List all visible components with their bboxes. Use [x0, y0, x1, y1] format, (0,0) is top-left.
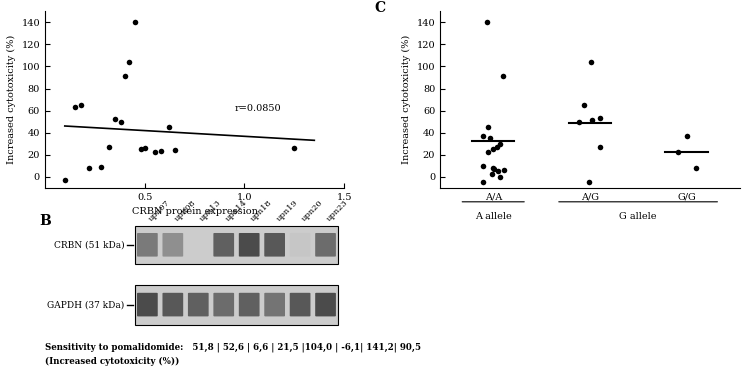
Text: GAPDH (37 kDa): GAPDH (37 kDa): [47, 300, 124, 309]
Point: [134, 146, 146, 152]
Point: [573, 119, 585, 125]
FancyBboxPatch shape: [315, 233, 336, 256]
FancyBboxPatch shape: [264, 233, 285, 256]
Point: [480, 19, 492, 25]
Point: [486, 171, 498, 177]
Text: upn20: upn20: [300, 199, 325, 223]
Text: (Increased cytotoxicity (%)): (Increased cytotoxicity (%)): [45, 356, 179, 366]
Point: [672, 149, 684, 155]
Point: [681, 133, 693, 139]
Text: C: C: [374, 1, 385, 15]
FancyBboxPatch shape: [290, 293, 311, 317]
Point: [492, 168, 504, 174]
Point: [487, 165, 499, 171]
Point: [477, 163, 489, 169]
Point: [163, 124, 175, 130]
Text: CRBN (51 kDa): CRBN (51 kDa): [54, 240, 124, 249]
Point: [494, 174, 506, 180]
Text: upn13: upn13: [198, 199, 223, 223]
Point: [69, 104, 81, 110]
Point: [288, 145, 300, 151]
Text: B: B: [39, 214, 51, 228]
Point: [59, 177, 71, 183]
Text: upn07: upn07: [147, 199, 172, 223]
Point: [477, 179, 489, 185]
Text: A allele: A allele: [475, 212, 512, 222]
Point: [109, 116, 121, 122]
Point: [690, 165, 702, 171]
Text: upn18: upn18: [249, 199, 274, 223]
Point: [103, 144, 115, 150]
FancyBboxPatch shape: [162, 233, 183, 256]
Point: [583, 179, 595, 185]
FancyBboxPatch shape: [137, 293, 158, 317]
Y-axis label: Increased cytotoxicity (%): Increased cytotoxicity (%): [7, 35, 16, 164]
Point: [497, 73, 509, 79]
FancyBboxPatch shape: [214, 293, 234, 317]
Y-axis label: Increased cytotoxicity (%): Increased cytotoxicity (%): [402, 35, 411, 164]
Text: r=0.0850: r=0.0850: [235, 104, 281, 112]
Point: [487, 146, 499, 152]
Point: [488, 166, 500, 172]
FancyBboxPatch shape: [290, 233, 311, 256]
Point: [585, 59, 597, 65]
Point: [75, 102, 87, 108]
Point: [119, 73, 131, 79]
FancyBboxPatch shape: [239, 293, 259, 317]
Point: [498, 167, 510, 173]
FancyBboxPatch shape: [162, 293, 183, 317]
Point: [95, 164, 107, 170]
FancyBboxPatch shape: [137, 233, 158, 256]
Point: [149, 149, 161, 155]
Point: [115, 119, 127, 125]
Point: [485, 135, 497, 141]
Text: upn14: upn14: [224, 198, 249, 223]
Point: [595, 115, 607, 121]
Point: [128, 19, 140, 25]
Text: upn23: upn23: [326, 199, 350, 223]
Point: [169, 147, 181, 153]
Point: [482, 149, 494, 155]
Point: [477, 133, 489, 139]
X-axis label: CRBN protein expression: CRBN protein expression: [131, 207, 258, 216]
Point: [577, 102, 589, 108]
Point: [123, 59, 134, 65]
Point: [594, 144, 606, 150]
FancyBboxPatch shape: [315, 293, 336, 317]
FancyBboxPatch shape: [239, 233, 259, 256]
FancyBboxPatch shape: [264, 293, 285, 317]
Point: [139, 145, 151, 151]
Bar: [134, 226, 338, 264]
FancyBboxPatch shape: [214, 233, 234, 256]
Text: upn19: upn19: [275, 199, 300, 223]
FancyBboxPatch shape: [188, 293, 208, 317]
Point: [83, 165, 95, 171]
Text: Sensitivity to pomalidomide:   51,8 | 52,6 | 6,6 | 21,5 |104,0 | -6,1| 141,2| 90: Sensitivity to pomalidomide: 51,8 | 52,6…: [45, 342, 421, 352]
Point: [483, 124, 495, 130]
Point: [492, 144, 503, 150]
Point: [155, 148, 167, 154]
Text: upn08: upn08: [173, 199, 197, 223]
Bar: [134, 285, 338, 325]
Text: G allele: G allele: [619, 212, 657, 222]
Point: [586, 117, 598, 124]
Point: [495, 141, 506, 147]
